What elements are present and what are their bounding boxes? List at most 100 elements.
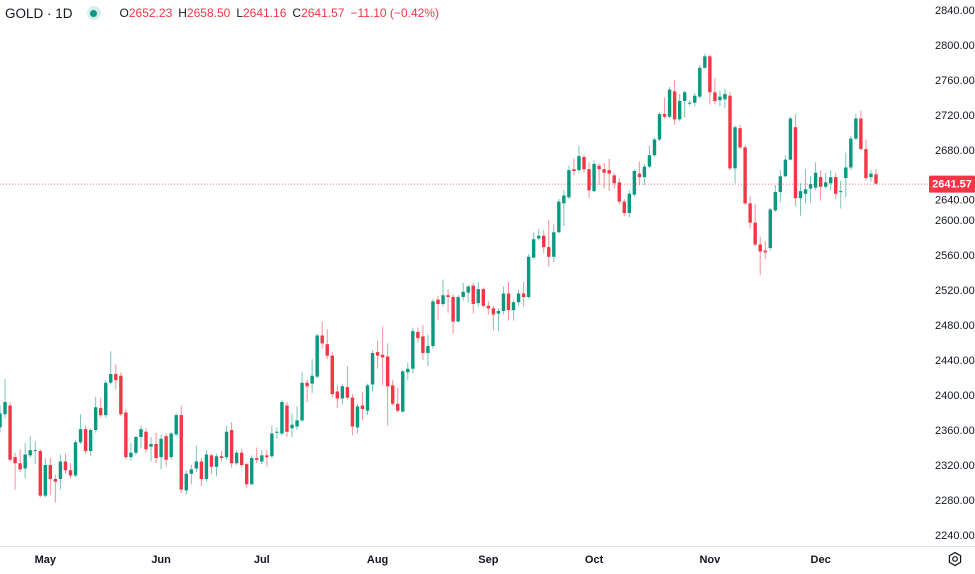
- candle-body: [652, 139, 657, 156]
- candle-body: [486, 305, 491, 309]
- market-open-dot-icon: [86, 6, 101, 20]
- candle: [783, 155, 788, 178]
- candle-body: [199, 461, 204, 479]
- candle: [471, 283, 475, 314]
- candle: [335, 385, 340, 409]
- candle: [265, 450, 269, 467]
- candle: [617, 178, 621, 205]
- candle-body: [803, 189, 808, 194]
- close-label: C: [292, 6, 302, 20]
- price-tick-label: 2800.00: [935, 40, 975, 52]
- candle-body: [58, 461, 63, 479]
- candle: [486, 301, 491, 315]
- candle-body: [577, 156, 581, 171]
- candle-body: [461, 291, 465, 297]
- candle-body: [184, 473, 188, 491]
- candle-body: [134, 437, 138, 453]
- candle-body: [109, 374, 113, 383]
- close-value: 2641.57: [301, 6, 345, 20]
- candle-body: [783, 159, 788, 177]
- candle: [184, 470, 188, 495]
- candle: [793, 114, 798, 206]
- candle: [567, 165, 571, 199]
- price-axis[interactable]: 2240.00 2280.00 2320.00 2360.00 2400.00 2440.…: [935, 5, 975, 542]
- candle-body: [828, 177, 833, 184]
- candle-body: [637, 173, 642, 178]
- candle-body: [345, 387, 350, 398]
- candle-body: [365, 385, 370, 411]
- candle: [667, 87, 672, 119]
- candle-body: [617, 182, 621, 202]
- candle-body: [159, 438, 163, 458]
- candle: [13, 452, 17, 490]
- candle: [874, 168, 878, 184]
- candle-body: [531, 239, 536, 258]
- candle-body: [869, 173, 873, 178]
- candle: [753, 204, 757, 247]
- candle: [557, 199, 561, 234]
- candle: [778, 170, 783, 203]
- candle: [823, 172, 828, 189]
- candle-body: [818, 177, 823, 187]
- candle-body: [723, 94, 727, 100]
- month-tick-label: Nov: [699, 554, 721, 566]
- candle: [526, 254, 531, 299]
- candle: [642, 164, 647, 185]
- candle-body: [355, 406, 360, 428]
- candle: [562, 190, 566, 227]
- candle: [406, 362, 410, 381]
- candle-body: [149, 444, 153, 447]
- candle-body: [622, 201, 626, 213]
- candle: [390, 380, 395, 406]
- month-tick-label: Sep: [478, 554, 498, 566]
- candle: [597, 163, 601, 185]
- gear-icon[interactable]: [947, 551, 963, 567]
- candle-body: [632, 171, 637, 195]
- candle-body: [93, 407, 98, 430]
- candle-body: [874, 174, 878, 184]
- candle-body: [385, 356, 390, 387]
- candle: [662, 97, 667, 119]
- candle-body: [295, 420, 299, 427]
- symbol-title[interactable]: GOLD · 1D: [5, 5, 73, 21]
- price-tick-label: 2640.00: [935, 195, 975, 207]
- month-tick-label: Jul: [254, 554, 270, 566]
- candle-body: [592, 164, 596, 192]
- symbol-legend: GOLD · 1D O 2652.23 H 2658.50 L 2641.16 C 26…: [5, 5, 439, 21]
- candle: [738, 124, 742, 150]
- candle-body: [13, 457, 17, 464]
- candle: [98, 397, 103, 418]
- candle: [416, 327, 420, 343]
- candle-body: [325, 344, 329, 356]
- candle-body: [688, 102, 692, 104]
- candle: [124, 409, 128, 460]
- candle-body: [260, 455, 264, 462]
- time-axis[interactable]: May Jun Jul Aug Sep Oct Nov Dec: [35, 554, 831, 566]
- month-tick-label: Dec: [811, 554, 831, 566]
- candle-body: [748, 203, 752, 223]
- candle: [531, 232, 536, 259]
- candle-body: [280, 402, 284, 434]
- low-label: L: [236, 6, 243, 20]
- candle: [194, 445, 199, 472]
- candle-body: [38, 451, 42, 496]
- candle: [813, 162, 818, 191]
- candle: [380, 326, 385, 386]
- candle: [743, 144, 747, 206]
- candle-body: [834, 177, 838, 194]
- candle: [637, 161, 642, 185]
- candle: [698, 65, 702, 99]
- candle-body: [285, 405, 289, 432]
- candle-body: [793, 127, 798, 199]
- candle-body: [667, 89, 672, 117]
- candle-body: [481, 289, 486, 306]
- candle-body: [129, 452, 133, 458]
- candle: [270, 425, 274, 458]
- candle: [114, 364, 118, 390]
- candle: [38, 449, 42, 498]
- candle: [768, 207, 772, 251]
- candle: [552, 224, 556, 262]
- candle: [295, 406, 299, 430]
- candle-body: [244, 464, 249, 485]
